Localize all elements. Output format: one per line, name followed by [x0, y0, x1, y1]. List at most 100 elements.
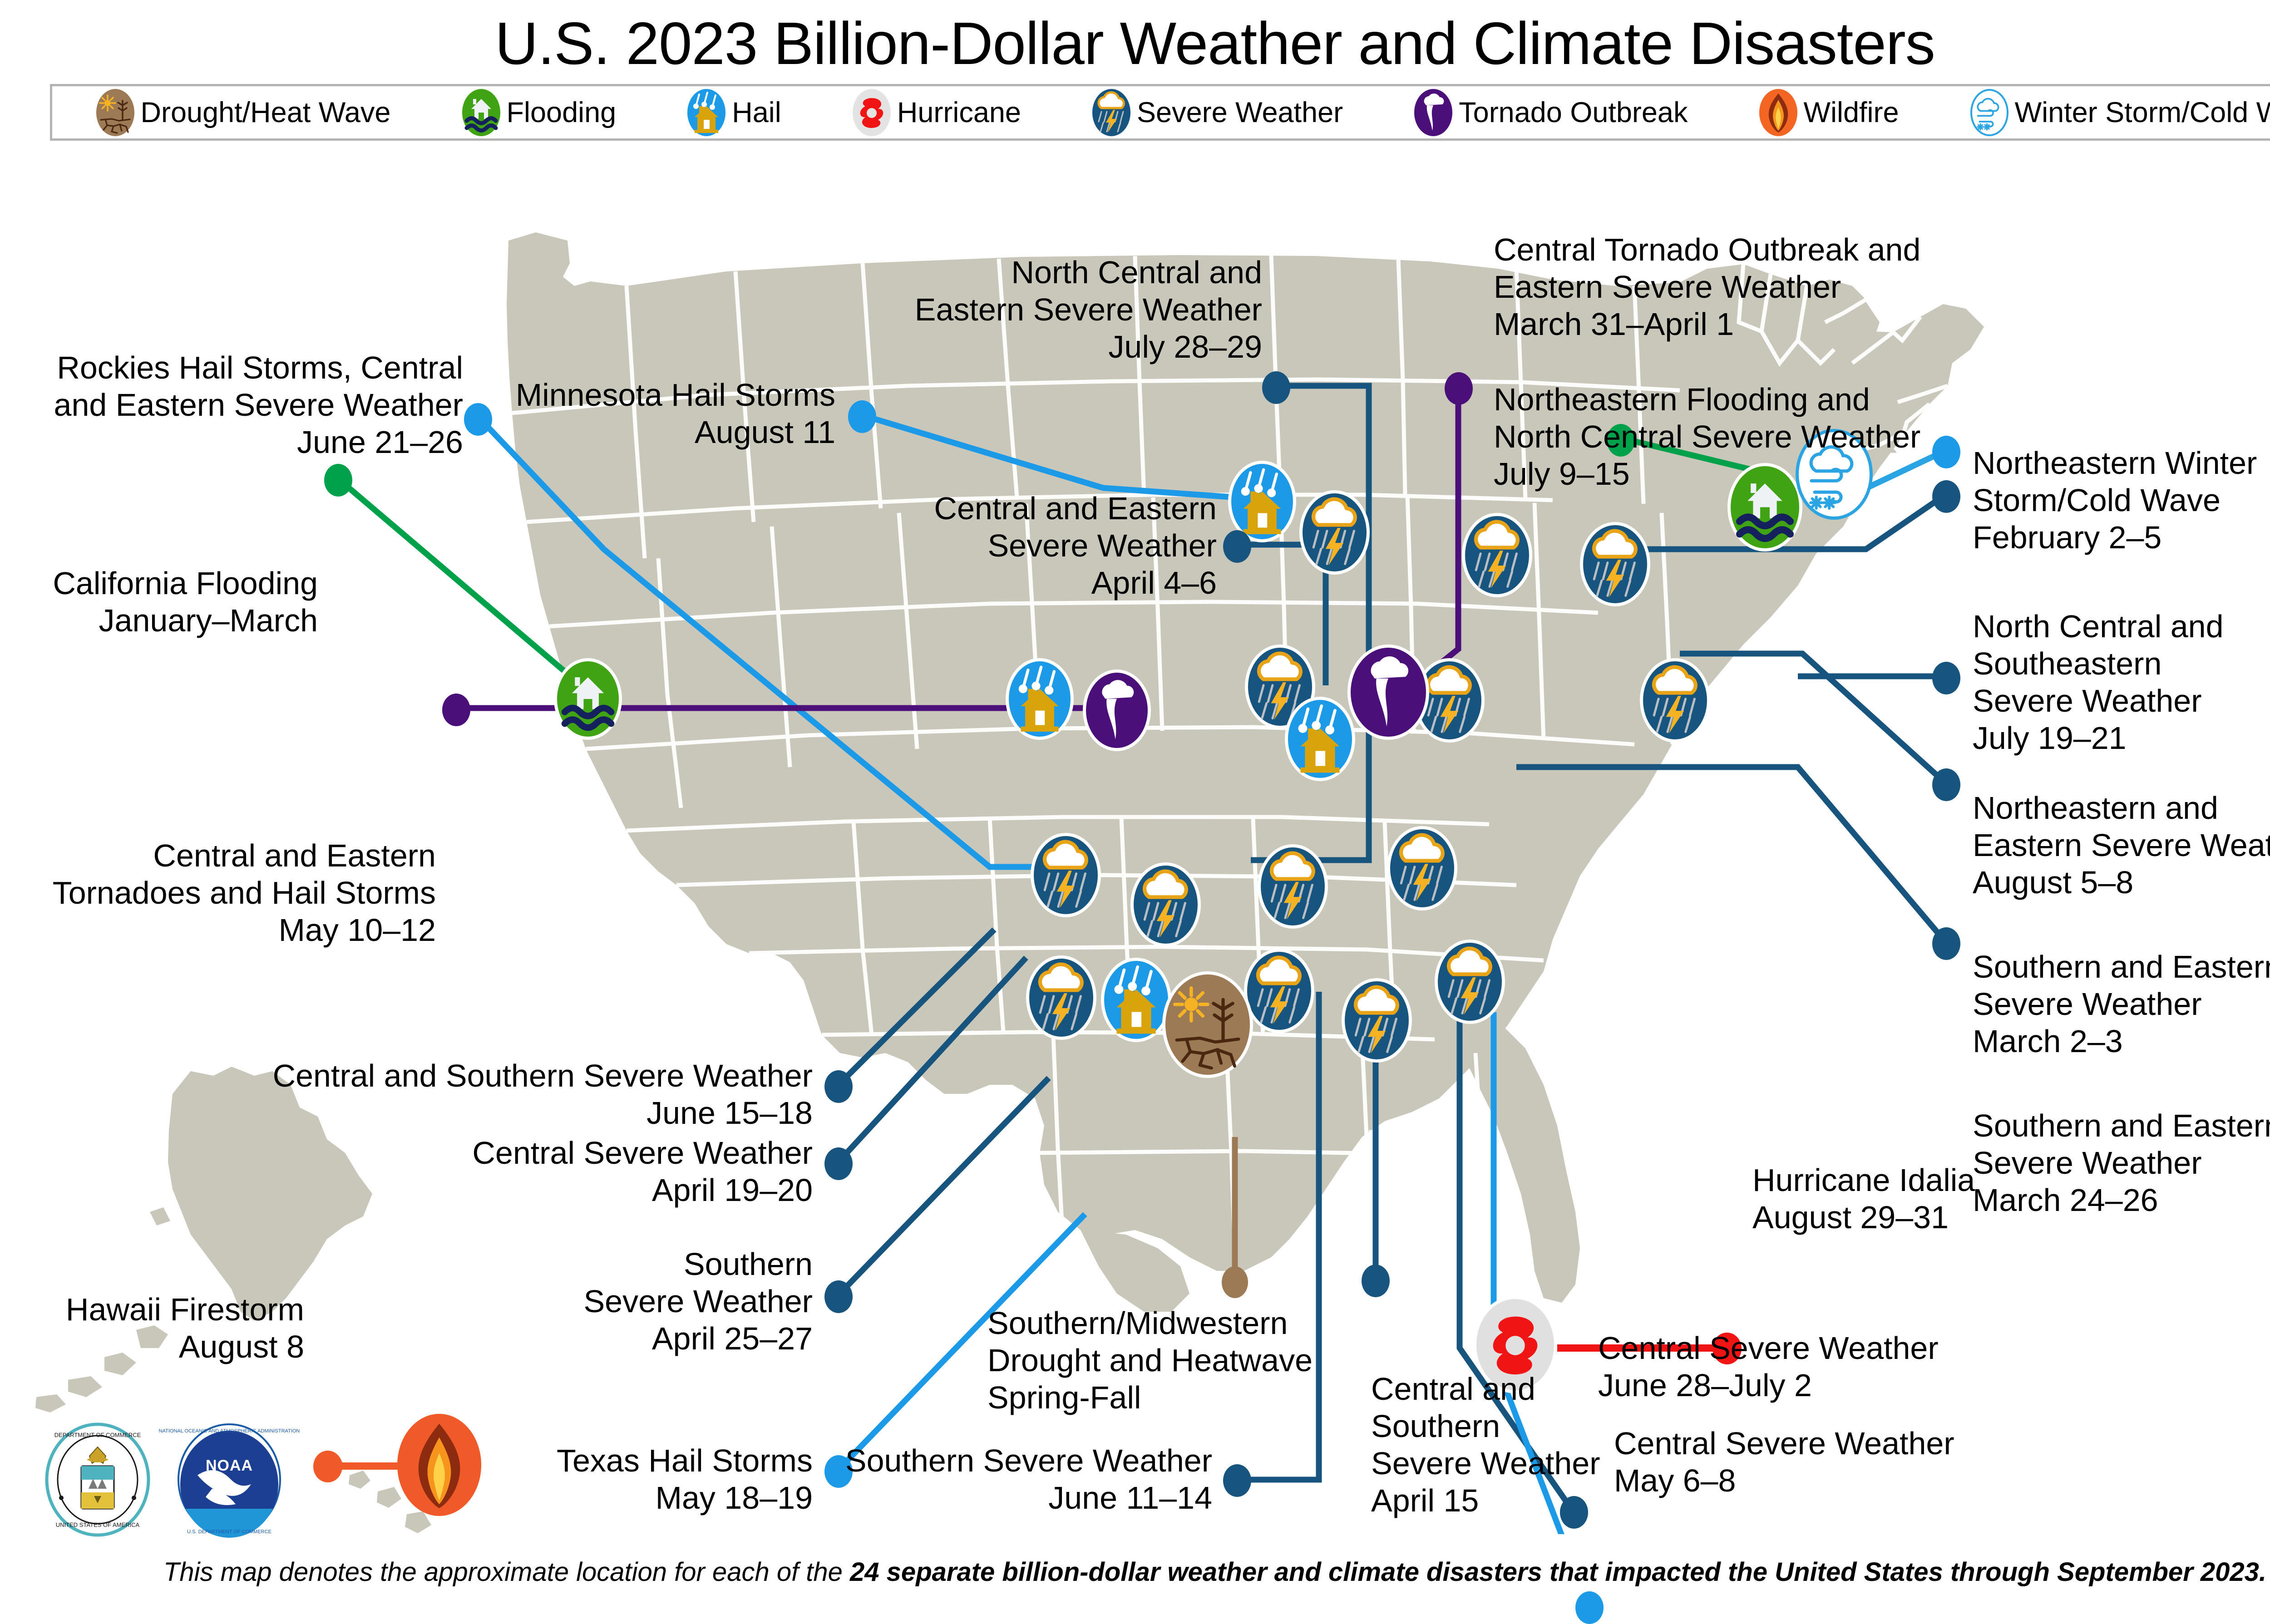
- leader-dot-southern-april-25[interactable]: [824, 1280, 853, 1313]
- map-marker-severe-weather[interactable]: [1031, 833, 1101, 917]
- leader-dot-texas-hail[interactable]: [824, 1455, 853, 1488]
- leader-dot-ne-eastern-aug[interactable]: [1932, 662, 1960, 694]
- callout-line: Storm/Cold Wave: [1973, 482, 2221, 518]
- map-marker-severe-weather[interactable]: [1342, 978, 1412, 1063]
- map-marker-severe-weather[interactable]: [1462, 513, 1532, 597]
- callout-line: Drought and Heatwave: [987, 1342, 1313, 1378]
- legend-item-winter-storm-cold-wave[interactable]: Winter Storm/Cold Wave: [1970, 89, 2270, 136]
- callout-line: Texas Hail Storms: [556, 1443, 813, 1478]
- callout-line: Southern and Eastern: [1973, 1108, 2270, 1143]
- callout-line: Central and Eastern: [153, 838, 436, 873]
- callout-line: August 29–31: [1752, 1199, 1949, 1235]
- map-marker-minnesota-hail[interactable]: [1228, 461, 1296, 542]
- flooding-icon: [1727, 463, 1802, 551]
- map-marker-severe-weather[interactable]: [1435, 940, 1505, 1024]
- legend-item-wildfire[interactable]: Wildfire: [1759, 89, 1899, 136]
- map-marker-severe-weather[interactable]: [1640, 658, 1710, 743]
- callout-line: Central Severe Weather: [1614, 1426, 1954, 1461]
- map-marker-severe-weather[interactable]: [1299, 490, 1370, 575]
- map-marker-hurricane-idalia[interactable]: [1473, 1296, 1557, 1393]
- map-marker-severe-weather[interactable]: [1258, 844, 1328, 929]
- leader-dot-central-southern-april-15[interactable]: [1362, 1265, 1390, 1297]
- severe-weather-icon: [1244, 949, 1314, 1033]
- hail-icon: [1285, 697, 1355, 781]
- leader-dot-central-eastern-tornadoes[interactable]: [442, 694, 470, 726]
- map-marker-severe-weather[interactable]: [1387, 826, 1457, 910]
- hurricane-icon: [1473, 1296, 1557, 1393]
- wildfire-icon: [1759, 89, 1797, 136]
- legend-label: Flooding: [506, 96, 617, 128]
- legend-item-hurricane[interactable]: Hurricane: [852, 89, 1021, 136]
- callout-line: March 31–April 1: [1494, 306, 1734, 342]
- leader-dot-hurricane-idalia[interactable]: [1712, 1333, 1742, 1364]
- map-marker-central-hail[interactable]: [1285, 697, 1355, 781]
- leader-dot-minnesota-hail[interactable]: [848, 400, 876, 433]
- map-marker-severe-weather[interactable]: [1580, 522, 1650, 606]
- map-marker-california-flooding[interactable]: [554, 658, 622, 740]
- callout-southern-eastern-march-2: Southern and Eastern Severe Weather March …: [1973, 949, 2270, 1060]
- map-marker-severe-weather[interactable]: [1026, 955, 1096, 1040]
- legend-item-drought-heat-wave[interactable]: Drought/Heat Wave: [96, 89, 390, 136]
- callout-central-tornado-outbreak: Central Tornado Outbreak and Eastern Seve…: [1494, 231, 1993, 343]
- leader-dot-north-central-july[interactable]: [1262, 371, 1290, 404]
- leader-dot-central-eastern-april[interactable]: [1223, 530, 1251, 563]
- map-marker-southern-midwestern-drought[interactable]: [1162, 971, 1253, 1078]
- callout-line: Central and Eastern: [934, 491, 1217, 526]
- leader-dot-central-may-6[interactable]: [1575, 1591, 1604, 1624]
- hail-icon: [687, 89, 726, 136]
- callout-line: Severe Weather: [1973, 1145, 2202, 1181]
- map-marker-hawaii-firestorm[interactable]: [397, 1414, 481, 1516]
- hail-icon: [1228, 461, 1296, 542]
- severe-weather-icon: [1258, 844, 1328, 929]
- department-of-commerce-seal: DEPARTMENT OF COMMERCE UNITED STATES OF …: [45, 1422, 150, 1537]
- leader-dot-california-flooding[interactable]: [324, 464, 352, 497]
- legend-item-flooding[interactable]: Flooding: [462, 89, 617, 136]
- leader-dot-ne-winter-storm[interactable]: [1932, 436, 1960, 468]
- map-marker-texas-hail[interactable]: [1101, 958, 1171, 1042]
- leader-dot-nc-southeastern[interactable]: [1932, 480, 1960, 513]
- page-title: U.S. 2023 Billion-Dollar Weather and Cli…: [495, 10, 1935, 77]
- leader-dot-central-june-28[interactable]: [1560, 1496, 1588, 1529]
- leader-dot-rockies-hail[interactable]: [464, 403, 492, 436]
- callout-line: Central and: [1371, 1371, 1535, 1407]
- callout-central-eastern-tornadoes: Central and Eastern Tornadoes and Hail St…: [27, 837, 436, 949]
- callout-line: March 2–3: [1973, 1023, 2123, 1059]
- callout-line: Severe Weather: [987, 527, 1217, 563]
- svg-text:NOAA: NOAA: [206, 1457, 253, 1474]
- map-marker-central-eastern-tornadoes[interactable]: [1083, 669, 1151, 751]
- callout-line: July 19–21: [1973, 720, 2127, 756]
- callout-line: Central and Southern Severe Weather: [272, 1058, 813, 1093]
- callout-minnesota-hail-storms: Minnesota Hail Storms August 11: [436, 377, 835, 451]
- leader-dot-southern-june-11[interactable]: [1223, 1464, 1251, 1497]
- leader-dot-drought[interactable]: [1222, 1266, 1248, 1298]
- severe-weather-icon: [1130, 862, 1201, 947]
- legend-item-severe-weather[interactable]: Severe Weather: [1092, 89, 1343, 136]
- map-marker-severe-weather[interactable]: [1130, 862, 1201, 947]
- leader-dot-se-march-24[interactable]: [1932, 927, 1960, 960]
- legend-item-hail[interactable]: Hail: [687, 89, 781, 136]
- conus-landmass: [507, 232, 1984, 1312]
- callout-line: Severe Weather: [1973, 986, 2202, 1022]
- callout-line: Southern Severe Weather: [845, 1443, 1212, 1478]
- callout-southern-severe-april-25: Southern Severe Weather April 25–27: [454, 1246, 813, 1358]
- leader-dot-hawaii-firestorm[interactable]: [313, 1451, 342, 1482]
- map-marker-northeastern-flooding[interactable]: [1727, 463, 1802, 551]
- leader-dot-se-march-2[interactable]: [1932, 768, 1960, 801]
- callout-line: August 8: [178, 1329, 304, 1364]
- drought-heat-wave-icon: [96, 89, 134, 136]
- callout-line: June 15–18: [646, 1095, 813, 1131]
- leader-dot-central-april-19[interactable]: [824, 1147, 853, 1180]
- legend-item-tornado-outbreak[interactable]: Tornado Outbreak: [1414, 89, 1688, 136]
- map-marker-northeastern-winter-storm[interactable]: [1796, 429, 1873, 520]
- map-marker-rockies-hail[interactable]: [1006, 658, 1074, 740]
- callout-line: August 5–8: [1973, 864, 2134, 900]
- map-marker-central-tornado-outbreak[interactable]: [1347, 645, 1429, 740]
- map-marker-severe-weather[interactable]: [1244, 949, 1314, 1033]
- callout-line: North Central Severe Weather: [1494, 418, 1921, 454]
- callout-central-severe-may-6: Central Severe Weather May 6–8: [1614, 1425, 2023, 1500]
- leader-dot-central-tornado[interactable]: [1445, 372, 1473, 405]
- callout-line: May 6–8: [1614, 1462, 1736, 1498]
- leader-dot-northeastern-flooding[interactable]: [1607, 424, 1635, 457]
- leader-dot-central-southern-june[interactable]: [824, 1070, 853, 1103]
